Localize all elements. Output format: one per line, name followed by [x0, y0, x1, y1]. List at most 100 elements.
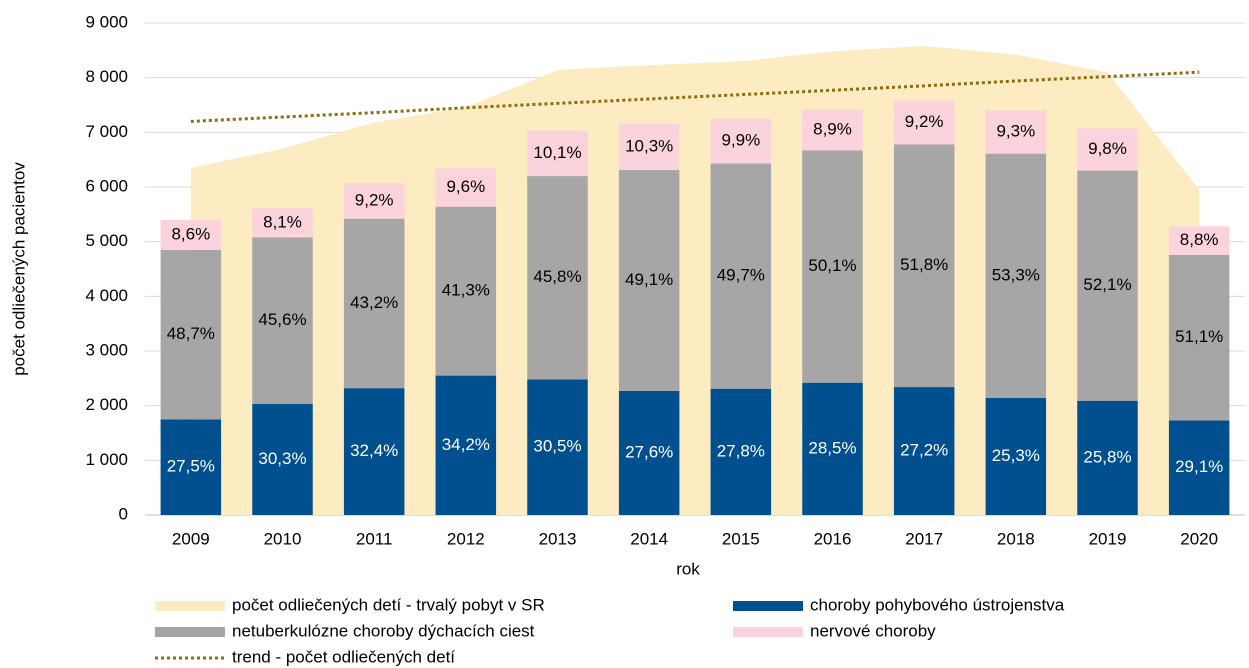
x-tick-label: 2011	[356, 529, 393, 548]
y-tick-label: 2 000	[85, 395, 128, 414]
data-label: 9,9%	[721, 131, 760, 150]
data-label: 9,2%	[905, 112, 944, 131]
bar-segment	[893, 387, 955, 515]
bar-segment	[618, 390, 680, 515]
bar-segment	[1168, 420, 1230, 515]
data-label: 51,1%	[1175, 327, 1223, 346]
data-label: 41,3%	[442, 281, 490, 300]
data-label: 8,1%	[263, 212, 302, 231]
data-label: 50,1%	[808, 256, 856, 275]
legend-item: choroby pohybového ústrojenstva	[733, 595, 1065, 614]
x-tick-label: 2014	[630, 529, 668, 548]
bar-segment	[343, 218, 405, 389]
bar-segment	[343, 388, 405, 515]
bar-segment	[435, 168, 497, 207]
data-label: 10,1%	[533, 143, 581, 162]
x-tick-label: 2015	[722, 529, 760, 548]
bar-segment	[985, 398, 1047, 515]
bar-segment	[343, 183, 405, 219]
legend-swatch	[733, 601, 803, 611]
bar-segment	[710, 118, 772, 164]
x-tick-label: 2012	[447, 529, 485, 548]
data-label: 27,5%	[167, 457, 215, 476]
bar-segment	[435, 206, 497, 376]
data-label: 9,3%	[996, 122, 1035, 141]
bar-segment	[985, 110, 1047, 154]
bar-segment	[985, 153, 1047, 399]
data-label: 8,8%	[1180, 230, 1219, 249]
y-tick-label: 0	[119, 504, 128, 523]
y-tick-label: 4 000	[85, 286, 128, 305]
legend-swatch	[155, 627, 225, 637]
legend-item: nervové choroby	[733, 621, 936, 640]
data-label: 32,4%	[350, 441, 398, 460]
data-label: 48,7%	[167, 324, 215, 343]
bar-segment	[618, 123, 680, 171]
data-label: 49,7%	[717, 266, 765, 285]
y-tick-label: 5 000	[85, 231, 128, 250]
data-label: 9,6%	[446, 177, 485, 196]
data-label: 53,3%	[992, 265, 1040, 284]
y-axis-title: počet odliečených pacientov	[9, 162, 28, 376]
bar-segment	[1077, 170, 1138, 401]
x-tick-label: 2019	[1089, 529, 1127, 548]
legend-label: trend - počet odliečených detí	[232, 647, 455, 666]
x-tick-label: 2020	[1180, 529, 1218, 548]
data-label: 9,2%	[355, 190, 394, 209]
x-tick-label: 2016	[814, 529, 852, 548]
data-label: 8,9%	[813, 119, 852, 138]
bar-segment	[1168, 254, 1230, 421]
data-label: 34,2%	[442, 435, 490, 454]
y-tick-label: 8 000	[85, 67, 128, 86]
data-label: 30,3%	[258, 449, 306, 468]
bar-segment	[710, 388, 772, 515]
bar-segment	[802, 382, 863, 515]
bar-segment	[435, 375, 497, 515]
data-label: 49,1%	[625, 270, 673, 289]
legend-item: počet odliečených detí - trvalý pobyt v …	[155, 595, 545, 614]
data-label: 27,6%	[625, 442, 673, 461]
data-label: 25,3%	[992, 446, 1040, 465]
bar-segment	[1077, 400, 1138, 515]
bar-segment	[802, 109, 863, 151]
x-tick-label: 2009	[172, 529, 210, 548]
data-label: 45,8%	[533, 267, 581, 286]
data-label: 8,6%	[171, 224, 210, 243]
bar-segment	[710, 163, 772, 389]
bar-segment	[893, 100, 955, 145]
x-axis-title: rok	[676, 559, 700, 578]
legend-label: počet odliečených detí - trvalý pobyt v …	[232, 595, 545, 614]
bar-segment	[252, 237, 313, 405]
data-label: 27,2%	[900, 441, 948, 460]
bar-segment	[252, 208, 313, 238]
bar-segment	[802, 150, 863, 383]
legend-swatch	[733, 627, 803, 637]
bar-segment	[160, 219, 222, 250]
legend-swatch	[155, 601, 225, 611]
legend-item: netuberkulózne choroby dýchacích ciest	[155, 621, 535, 640]
bar-segment	[1077, 128, 1138, 171]
trend-line	[190, 70, 1200, 123]
legend-label: netuberkulózne choroby dýchacích ciest	[232, 621, 535, 640]
data-label: 29,1%	[1175, 457, 1223, 476]
data-label: 27,8%	[717, 441, 765, 460]
bar-segment	[527, 130, 588, 177]
x-tick-label: 2017	[905, 529, 943, 548]
data-label: 9,8%	[1088, 139, 1127, 158]
bar-segment	[1168, 226, 1230, 255]
bar-segment	[160, 419, 222, 515]
data-label: 43,2%	[350, 293, 398, 312]
bar-segment	[618, 170, 680, 391]
y-tick-label: 3 000	[85, 340, 128, 359]
legend-item: trend - počet odliečených detí	[155, 647, 455, 666]
x-tick-label: 2018	[997, 529, 1035, 548]
data-label: 30,5%	[533, 437, 581, 456]
y-tick-label: 1 000	[85, 450, 128, 469]
bar-segment	[252, 404, 313, 515]
data-label: 52,1%	[1083, 275, 1131, 294]
bar-segment	[527, 176, 588, 380]
bar-segment	[527, 379, 588, 515]
data-label: 51,8%	[900, 255, 948, 274]
y-tick-label: 6 000	[85, 176, 128, 195]
